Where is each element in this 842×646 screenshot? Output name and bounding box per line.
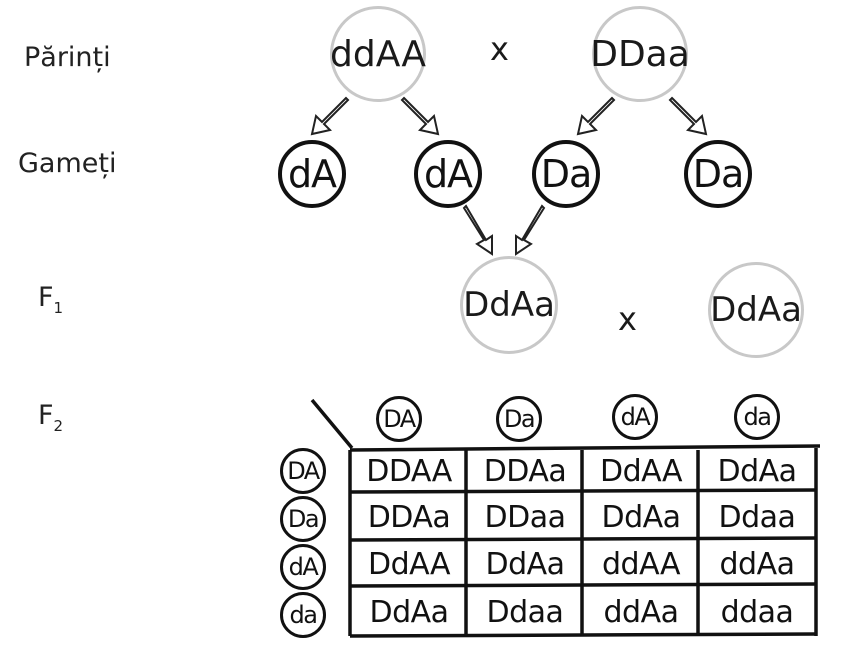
arrow-ddaa2-right	[670, 98, 706, 134]
cross-symbol-parents: x	[490, 30, 509, 68]
cross-symbol-f1: x	[618, 300, 637, 338]
punnett-row-header-1: DA	[280, 448, 326, 494]
arrow-gamete-f1-right	[516, 206, 544, 254]
punnett-row-header-4: da	[280, 592, 326, 638]
arrow-ddaa2-left	[578, 98, 614, 134]
parent-ddaa: ddAA	[330, 6, 426, 102]
punnett-cell-r1c2: DDAa	[468, 452, 582, 490]
f1-individual-2: DdAa	[708, 262, 804, 358]
gamete-3: Da	[532, 140, 600, 208]
punnett-cell-r2c2: DDaa	[468, 496, 582, 538]
punnett-cell-r1c1: DDAA	[352, 452, 466, 490]
punnett-cell-r1c4: DdAa	[700, 452, 814, 490]
gamete-4: Da	[684, 140, 752, 208]
punnett-cell-r4c1: DdAa	[352, 590, 466, 634]
punnett-cell-r3c1: DdAA	[352, 543, 466, 585]
punnett-cell-r2c3: DdAa	[584, 496, 698, 538]
punnett-col-header-3: dA	[612, 394, 658, 440]
punnett-cell-r3c2: DdAa	[468, 543, 582, 585]
arrow-ddaa-right	[402, 98, 438, 134]
punnett-cell-r4c4: ddaa	[700, 590, 814, 634]
punnett-cell-r4c3: ddAa	[584, 590, 698, 634]
punnett-cell-r4c2: Ddaa	[468, 590, 582, 634]
punnett-col-header-4: da	[734, 394, 780, 440]
punnett-cell-r3c3: ddAA	[584, 543, 698, 585]
gamete-1: dA	[278, 140, 346, 208]
arrow-ddaa-left	[312, 98, 348, 134]
punnett-row-header-3: dA	[280, 544, 326, 590]
punnett-diagonal	[312, 400, 352, 448]
arrow-gamete-f1-left	[464, 206, 492, 254]
punnett-row-header-2: Da	[280, 496, 326, 542]
f1-individual-1: DdAa	[460, 256, 558, 354]
punnett-col-header-2: Da	[496, 396, 542, 442]
punnett-cell-r2c1: DDAa	[352, 496, 466, 538]
parent-ddaa-2: DDaa	[592, 6, 688, 102]
punnett-cell-r1c3: DdAA	[584, 452, 698, 490]
punnett-col-header-1: DA	[376, 396, 422, 442]
punnett-cell-r3c4: ddAa	[700, 543, 814, 585]
punnett-cell-r2c4: Ddaa	[700, 496, 814, 538]
gamete-2: dA	[414, 140, 482, 208]
